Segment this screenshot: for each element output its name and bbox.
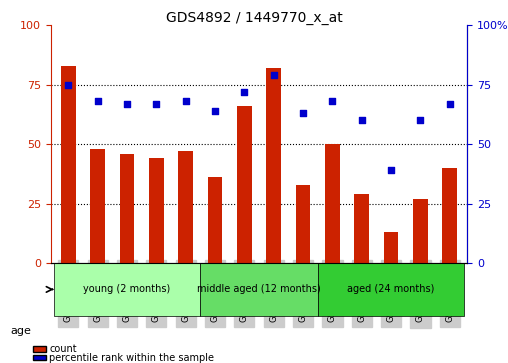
Bar	[149, 159, 164, 263]
Point	[211, 108, 219, 114]
Point	[93, 98, 102, 104]
Text: age: age	[10, 326, 31, 336]
Point	[240, 89, 248, 95]
Text: GDS4892 / 1449770_x_at: GDS4892 / 1449770_x_at	[166, 11, 342, 25]
Bar	[61, 66, 76, 263]
Bar	[208, 178, 223, 263]
FancyBboxPatch shape	[201, 263, 318, 316]
Point	[328, 98, 336, 104]
Point	[152, 101, 161, 107]
Bar	[355, 194, 369, 263]
Bar	[384, 232, 398, 263]
FancyBboxPatch shape	[318, 263, 464, 316]
Point	[270, 72, 278, 78]
Bar	[237, 106, 252, 263]
Text: middle aged (12 months): middle aged (12 months)	[197, 284, 321, 294]
Bar	[90, 149, 105, 263]
Text: young (2 months): young (2 months)	[83, 284, 171, 294]
Point	[358, 118, 366, 123]
Point	[299, 110, 307, 116]
Bar	[296, 185, 310, 263]
Bar	[266, 68, 281, 263]
FancyBboxPatch shape	[54, 263, 201, 316]
Point	[65, 82, 73, 88]
Point	[123, 101, 131, 107]
Bar	[120, 154, 135, 263]
Text: percentile rank within the sample: percentile rank within the sample	[49, 352, 214, 363]
Point	[417, 118, 425, 123]
Bar	[178, 151, 193, 263]
Text: aged (24 months): aged (24 months)	[347, 284, 435, 294]
Point	[182, 98, 190, 104]
Bar	[413, 199, 428, 263]
Point	[446, 101, 454, 107]
Bar	[442, 168, 457, 263]
Point	[387, 167, 395, 173]
Text: count: count	[49, 344, 77, 354]
Bar	[325, 144, 340, 263]
